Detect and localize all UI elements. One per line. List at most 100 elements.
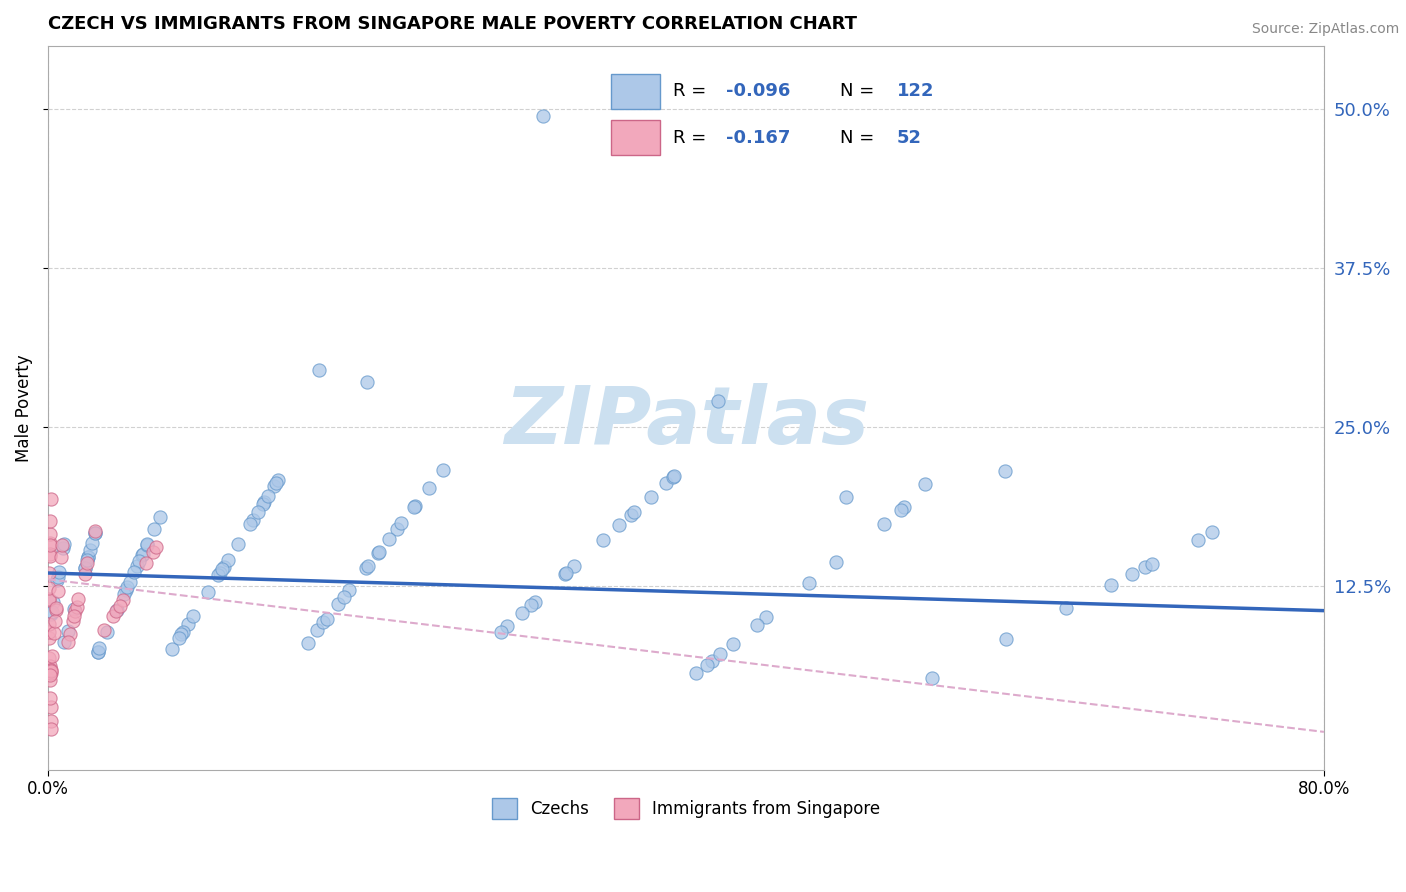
Point	[89, 641, 111, 656]
Point	[709, 647, 731, 661]
Point	[108, 599, 131, 613]
Point	[38, 581, 60, 595]
Point	[39, 665, 62, 680]
Point	[105, 603, 128, 617]
Point	[51, 538, 73, 552]
Point	[745, 618, 768, 632]
Point	[142, 545, 165, 559]
Point	[170, 627, 193, 641]
Point	[555, 566, 578, 581]
Point	[531, 109, 554, 123]
Point	[337, 583, 360, 598]
Point	[83, 526, 105, 541]
Point	[1201, 525, 1223, 540]
Point	[312, 615, 335, 630]
Point	[38, 593, 60, 607]
Point	[67, 592, 90, 607]
Point	[56, 624, 79, 638]
Point	[38, 536, 60, 550]
Point	[38, 658, 60, 673]
Point	[662, 468, 685, 483]
Point	[101, 609, 124, 624]
Point	[217, 553, 239, 567]
Point	[39, 527, 62, 541]
Point	[640, 490, 662, 504]
Point	[242, 513, 264, 527]
Point	[377, 533, 399, 547]
Point	[263, 479, 285, 493]
Point	[46, 583, 69, 598]
Point	[115, 583, 138, 598]
Point	[45, 600, 67, 615]
Point	[39, 607, 62, 621]
Point	[308, 362, 330, 376]
Point	[385, 522, 408, 536]
Point	[38, 616, 60, 631]
Point	[510, 607, 533, 621]
Point	[62, 614, 84, 628]
Point	[39, 690, 62, 705]
Point	[112, 593, 135, 607]
Text: CZECH VS IMMIGRANTS FROM SINGAPORE MALE POVERTY CORRELATION CHART: CZECH VS IMMIGRANTS FROM SINGAPORE MALE …	[48, 15, 858, 33]
Point	[135, 538, 157, 552]
Point	[38, 592, 60, 607]
Point	[39, 514, 62, 528]
Point	[707, 394, 730, 409]
Point	[131, 547, 153, 561]
Point	[554, 567, 576, 582]
Point	[45, 603, 67, 617]
Point	[79, 543, 101, 558]
Y-axis label: Male Poverty: Male Poverty	[15, 354, 32, 462]
Point	[696, 657, 718, 672]
Point	[389, 516, 412, 530]
Point	[264, 476, 287, 491]
Point	[77, 550, 100, 565]
Point	[56, 635, 79, 649]
Point	[418, 481, 440, 495]
Point	[620, 508, 643, 522]
Point	[921, 671, 943, 685]
Point	[48, 565, 70, 579]
Point	[39, 723, 62, 737]
Point	[257, 489, 280, 503]
Point	[77, 550, 100, 565]
Point	[890, 503, 912, 517]
Point	[96, 624, 118, 639]
Point	[49, 549, 72, 564]
Point	[52, 537, 75, 551]
Point	[1121, 567, 1143, 582]
Point	[404, 499, 426, 513]
Point	[496, 619, 519, 633]
Point	[181, 608, 204, 623]
Point	[172, 625, 194, 640]
Point	[112, 587, 135, 601]
Point	[1140, 557, 1163, 571]
Point	[53, 635, 76, 649]
Point	[332, 590, 354, 604]
Point	[356, 560, 378, 574]
Point	[44, 614, 66, 628]
Point	[267, 473, 290, 487]
Point	[825, 555, 848, 569]
Point	[104, 604, 127, 618]
Point	[75, 561, 97, 575]
Point	[87, 645, 110, 659]
Point	[212, 559, 235, 574]
Point	[367, 546, 389, 560]
Point	[73, 566, 96, 581]
Point	[700, 654, 723, 668]
Point	[253, 495, 276, 509]
Point	[127, 558, 149, 573]
Point	[39, 492, 62, 507]
Point	[207, 568, 229, 582]
Point	[86, 645, 108, 659]
Point	[38, 631, 60, 645]
Point	[315, 611, 337, 625]
Point	[65, 604, 87, 618]
Point	[873, 516, 896, 531]
Point	[167, 631, 190, 645]
Point	[246, 505, 269, 519]
Point	[136, 537, 159, 551]
Point	[239, 517, 262, 532]
Point	[145, 541, 167, 555]
